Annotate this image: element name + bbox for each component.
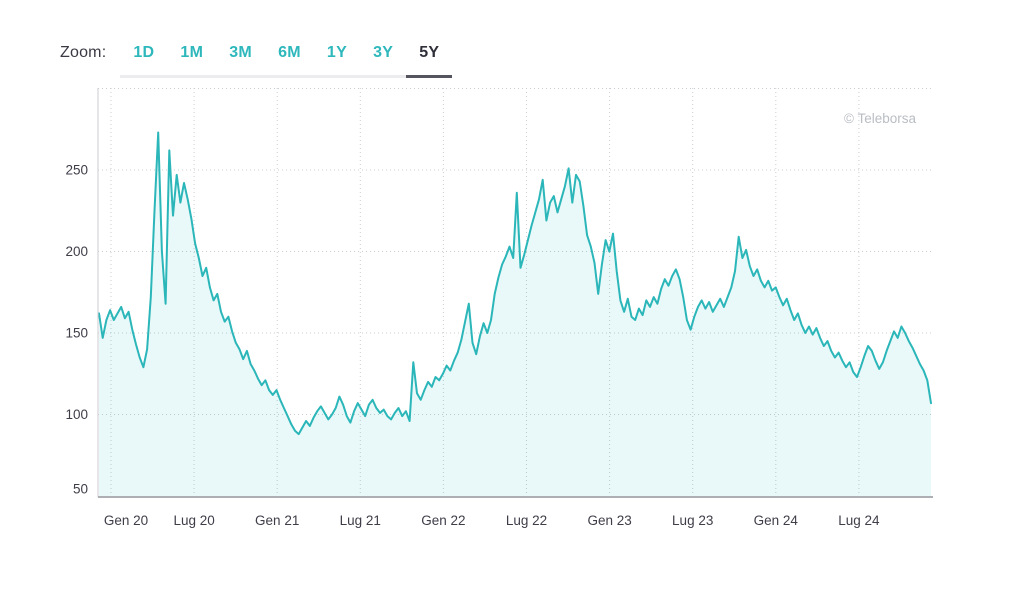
zoom-tab-1d[interactable]: 1D xyxy=(133,44,155,61)
x-tick-label: Gen 21 xyxy=(255,513,299,528)
zoom-tab-1y[interactable]: 1Y xyxy=(326,44,348,61)
y-tick-label: 150 xyxy=(65,326,88,341)
y-tick-label: 50 xyxy=(73,482,88,497)
zoom-label: Zoom: xyxy=(60,44,107,61)
x-tick-label: Gen 20 xyxy=(104,513,148,528)
x-tick-label: Lug 23 xyxy=(672,513,713,528)
x-tick-label: Gen 23 xyxy=(587,513,631,528)
zoom-tab-6m[interactable]: 6M xyxy=(278,44,301,61)
y-tick-label: 200 xyxy=(65,244,88,259)
zoom-tab-3y[interactable]: 3Y xyxy=(373,44,394,61)
x-tick-label: Lug 22 xyxy=(506,513,547,528)
y-tick-label: 100 xyxy=(65,407,88,422)
zoom-range-selector: Zoom: 1D 1M 3M 6M 1Y 3Y 5Y xyxy=(60,44,453,78)
x-tick-label: Gen 24 xyxy=(754,513,799,528)
x-tick-label: Lug 24 xyxy=(838,513,880,528)
zoom-tab-1m[interactable]: 1M xyxy=(180,44,204,61)
x-tick-label: Lug 21 xyxy=(340,513,381,528)
y-tick-label: 250 xyxy=(65,163,88,178)
price-line xyxy=(98,131,932,436)
zoom-tab-5y[interactable]: 5Y xyxy=(406,44,453,78)
zoom-tabs: 1D 1M 3M 6M 1Y 3Y 5Y xyxy=(120,44,453,78)
zoom-tab-3m[interactable]: 3M xyxy=(229,44,253,61)
price-area-fill xyxy=(99,132,931,496)
x-tick-label: Gen 22 xyxy=(421,513,465,528)
x-tick-label: Lug 20 xyxy=(173,513,214,528)
teleborsa-watermark: © Teleborsa xyxy=(844,111,916,126)
